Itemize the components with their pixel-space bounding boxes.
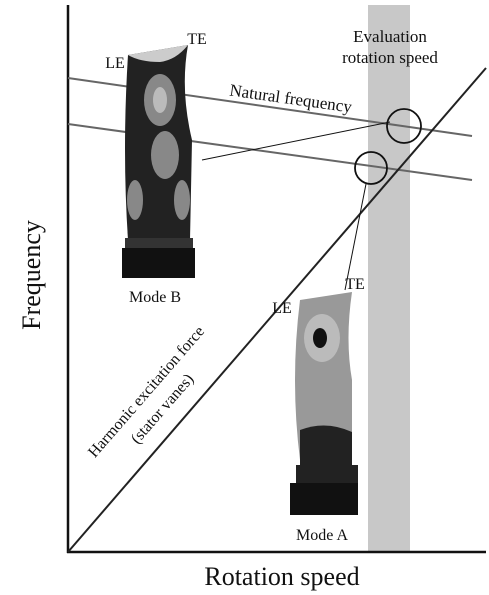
evaluation-label: rotation speed: [342, 48, 438, 67]
evaluation-label: Evaluation: [353, 27, 427, 46]
evaluation-band: [368, 5, 410, 552]
mode-b-blade: [122, 45, 195, 278]
campbell-diagram: Frequency Rotation speed Evaluation rota…: [0, 0, 489, 595]
mode-b-te: TE: [187, 31, 207, 48]
leader-line: [345, 184, 366, 290]
mode-a-blade: [290, 292, 358, 515]
x-axis-label: Rotation speed: [204, 562, 359, 591]
mode-b-label: Mode B: [129, 289, 181, 306]
y-axis-label: Frequency: [17, 220, 46, 330]
mode-b-le: LE: [105, 55, 125, 72]
natural-frequency-label: Natural frequency: [228, 81, 353, 117]
mode-a-te: TE: [345, 276, 365, 293]
mode-a-label: Mode A: [296, 527, 348, 544]
mode-a-le: LE: [272, 300, 292, 317]
